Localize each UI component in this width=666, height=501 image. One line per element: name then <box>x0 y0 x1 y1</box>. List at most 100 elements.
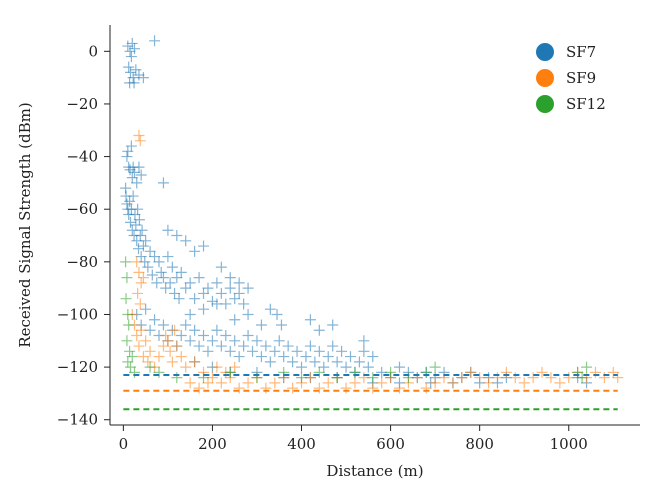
data-point <box>202 377 214 389</box>
data-point <box>229 314 241 326</box>
data-point <box>133 130 145 142</box>
data-point <box>224 366 236 378</box>
data-point <box>598 372 610 384</box>
data-point <box>171 230 183 242</box>
data-point <box>576 372 588 384</box>
data-point <box>124 164 136 176</box>
sensitivity-lines <box>123 374 618 411</box>
data-point <box>136 224 148 236</box>
data-point <box>124 45 136 57</box>
data-point <box>189 324 201 336</box>
data-point <box>215 261 227 273</box>
data-point <box>275 319 287 331</box>
data-point <box>287 382 299 394</box>
data-point <box>313 366 325 378</box>
data-point <box>160 330 172 342</box>
data-point <box>385 366 397 378</box>
data-point <box>120 256 132 268</box>
data-point <box>572 366 584 378</box>
data-point <box>133 161 145 173</box>
data-point <box>300 351 312 363</box>
data-point <box>215 377 227 389</box>
data-point <box>211 361 223 373</box>
data-point <box>164 345 176 357</box>
data-point <box>131 256 143 268</box>
data-point <box>193 340 205 352</box>
data-point <box>224 282 236 294</box>
data-point <box>198 303 210 315</box>
data-point <box>296 361 308 373</box>
data-point <box>563 372 575 384</box>
data-point <box>211 298 223 310</box>
data-point <box>429 377 441 389</box>
data-point <box>140 235 152 247</box>
data-point <box>123 61 135 73</box>
data-point <box>162 224 174 236</box>
data-point <box>162 251 174 263</box>
data-point <box>129 208 141 220</box>
data-point <box>142 261 154 273</box>
data-point <box>151 277 163 289</box>
data-point <box>133 69 145 81</box>
data-point <box>211 277 223 289</box>
data-point <box>180 235 192 247</box>
data-point <box>128 43 140 55</box>
data-point <box>171 372 183 384</box>
data-point <box>132 203 144 215</box>
data-point <box>313 324 325 336</box>
data-point <box>133 214 145 226</box>
data-point <box>134 230 146 242</box>
data-point <box>353 356 365 368</box>
data-point <box>545 372 557 384</box>
data-point <box>612 372 624 384</box>
data-point <box>296 372 308 384</box>
data-point <box>128 166 140 178</box>
data-point <box>189 245 201 257</box>
x-tick-label: 200 <box>198 435 227 453</box>
data-point <box>349 366 361 378</box>
data-point <box>304 340 316 352</box>
series-sf9 <box>126 130 624 394</box>
data-point <box>125 140 137 152</box>
data-point <box>122 356 134 368</box>
data-point <box>309 356 321 368</box>
data-point <box>247 345 259 357</box>
data-point <box>135 277 147 289</box>
data-point <box>157 340 169 352</box>
data-point <box>131 177 143 189</box>
data-point <box>180 319 192 331</box>
data-point <box>142 356 154 368</box>
data-point <box>133 340 145 352</box>
data-point <box>260 340 272 352</box>
data-point <box>121 198 133 210</box>
data-point <box>131 330 143 342</box>
legend: SF7 SF9 SF12 <box>536 43 606 113</box>
data-point <box>376 377 388 389</box>
data-point <box>402 372 414 384</box>
legend-marker-sf7 <box>536 43 554 61</box>
data-point <box>273 335 285 347</box>
data-point <box>134 135 146 147</box>
data-point <box>175 266 187 278</box>
data-point <box>238 340 250 352</box>
data-point <box>198 240 210 252</box>
data-point <box>120 293 132 305</box>
x-tick-label: 1000 <box>550 435 588 453</box>
data-point <box>271 308 283 320</box>
data-point <box>175 330 187 342</box>
data-point <box>500 366 512 378</box>
data-point <box>229 293 241 305</box>
data-point <box>164 277 176 289</box>
data-point <box>229 335 241 347</box>
data-point <box>198 330 210 342</box>
data-point <box>313 345 325 357</box>
data-point <box>269 377 281 389</box>
data-point <box>124 216 136 228</box>
series-sf7 <box>120 35 593 389</box>
data-point <box>518 377 530 389</box>
data-point <box>509 372 521 384</box>
data-point <box>149 35 161 47</box>
data-point <box>238 298 250 310</box>
data-point <box>336 345 348 357</box>
